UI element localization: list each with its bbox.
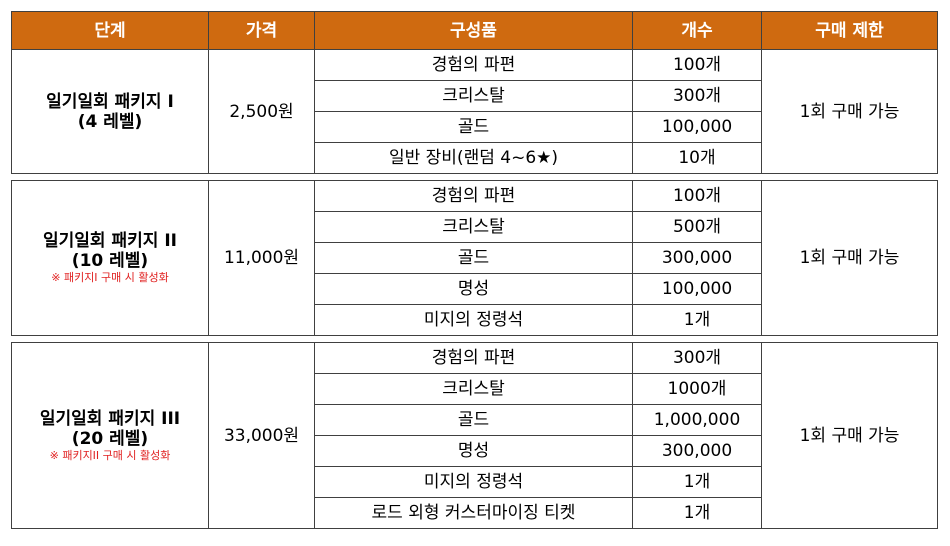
- item-count: 100개: [632, 180, 762, 212]
- item-name: 경험의 파편: [314, 49, 633, 81]
- table-row: 로드 외형 커스터마이징 티켓 1개: [12, 497, 938, 529]
- package-spacer: [11, 335, 938, 343]
- package-price: 33,000원: [208, 342, 315, 529]
- header-price: 가격: [208, 11, 315, 50]
- spacer-cell: [11, 335, 938, 343]
- item-name: 명성: [314, 435, 633, 467]
- item-name: 일반 장비(랜덤 4~6★): [314, 142, 633, 174]
- table-row: 일기일회 패키지 II (10 레벨) ※ 패키지I 구매 시 활성화 11,000원…: [11, 180, 938, 336]
- package-name-cell: 일기일회 패키지 I (4 레벨): [11, 49, 209, 174]
- header-purchase-limit: 구매 제한: [761, 11, 938, 50]
- item-count: 100,000: [632, 273, 762, 305]
- item-name: 경험의 파편: [314, 180, 633, 212]
- table-row: 일기일회 패키지 III (20 레벨) ※ 패키지II 구매 시 활성화 33,00…: [11, 342, 938, 529]
- item-count: 300개: [632, 80, 762, 112]
- table-row: 일기일회 패키지 I (4 레벨) 2,500원 경험의 파편 100개 1회 구매 가능: [11, 49, 938, 174]
- package-level: (4 레벨): [77, 111, 143, 132]
- item-count: 1,000,000: [632, 404, 762, 436]
- item-name: 명성: [314, 273, 633, 305]
- item-name: 크리스탈: [314, 80, 633, 112]
- table-row: 골드 300,000: [12, 242, 938, 274]
- item-count: 1개: [632, 304, 762, 336]
- table-header: 단계 가격 구성품 개수 구매 제한: [11, 11, 938, 50]
- item-name: 미지의 정령석: [314, 304, 633, 336]
- package-name: 일기일회 패키지 III: [39, 408, 181, 429]
- table-row: 크리스탈 1000개: [12, 373, 938, 405]
- table-row: 미지의 정령석 1개: [12, 304, 938, 336]
- package-name-cell: 일기일회 패키지 III (20 레벨) ※ 패키지II 구매 시 활성화: [11, 342, 209, 529]
- table-body: 일기일회 패키지 I (4 레벨) 2,500원 경험의 파편 100개 1회 구매 가능…: [11, 49, 938, 529]
- table-row: 미지의 정령석 1개: [12, 466, 938, 498]
- package-level: (20 레벨): [71, 428, 149, 449]
- package-price: 2,500원: [208, 49, 315, 174]
- item-count: 300,000: [632, 435, 762, 467]
- purchase-limit: 1회 구매 가능: [761, 342, 938, 529]
- item-name: 경험의 파편: [314, 342, 633, 374]
- item-name: 크리스탈: [314, 211, 633, 243]
- item-count: 1개: [632, 466, 762, 498]
- package-name: 일기일회 패키지 II: [43, 231, 177, 251]
- item-name: 골드: [314, 242, 633, 274]
- item-count: 300개: [632, 342, 762, 374]
- item-name: 골드: [314, 111, 633, 143]
- package-level: (10 레벨): [71, 251, 149, 271]
- package-name: 일기일회 패키지 I: [46, 91, 174, 112]
- package-price: 11,000원: [208, 180, 315, 336]
- package-name-cell: 일기일회 패키지 II (10 레벨) ※ 패키지I 구매 시 활성화: [11, 180, 209, 336]
- item-name: 골드: [314, 404, 633, 436]
- item-name: 크리스탈: [314, 373, 633, 405]
- header-count: 개수: [632, 11, 762, 50]
- item-name: 미지의 정령석: [314, 466, 633, 498]
- package-unlock-note: ※ 패키지I 구매 시 활성화: [51, 271, 169, 284]
- item-count: 100,000: [632, 111, 762, 143]
- item-count: 1개: [632, 497, 762, 529]
- package-spacer: [11, 173, 938, 181]
- spacer-cell: [11, 173, 938, 181]
- header-components: 구성품: [314, 11, 633, 50]
- package-unlock-note: ※ 패키지II 구매 시 활성화: [49, 448, 171, 462]
- table-row: 크리스탈 500개: [12, 211, 938, 243]
- purchase-limit: 1회 구매 가능: [761, 49, 938, 174]
- purchase-limit: 1회 구매 가능: [761, 180, 938, 336]
- item-count: 10개: [632, 142, 762, 174]
- item-count: 300,000: [632, 242, 762, 274]
- item-count: 100개: [632, 49, 762, 81]
- table-row: 크리스탈 300개: [12, 80, 938, 112]
- table-row: 골드 1,000,000: [12, 404, 938, 436]
- package-table: 단계 가격 구성품 개수 구매 제한 일기일회 패키지 I (4 레벨) 2,500…: [11, 11, 938, 529]
- header-stage: 단계: [11, 11, 209, 50]
- table-row: 일반 장비(랜덤 4~6★) 10개: [12, 142, 938, 174]
- item-count: 1000개: [632, 373, 762, 405]
- table-row: 명성 100,000: [12, 273, 938, 305]
- item-name: 로드 외형 커스터마이징 티켓: [314, 497, 633, 529]
- item-count: 500개: [632, 211, 762, 243]
